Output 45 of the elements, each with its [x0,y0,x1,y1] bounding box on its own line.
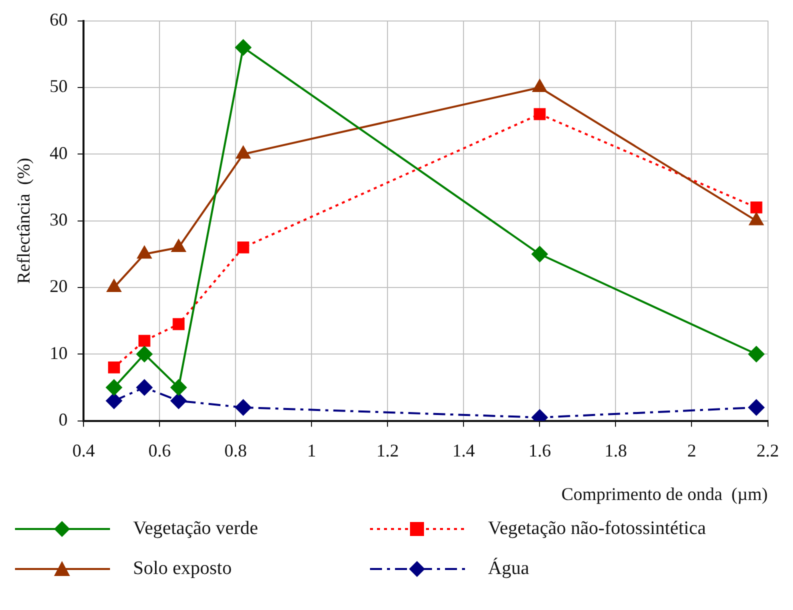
point [532,79,547,92]
x-tick-label: 2.2 [756,440,779,460]
legend-label: Água [488,558,530,580]
point [106,379,122,396]
x-tick-label: 0.6 [148,440,171,460]
point [235,399,252,416]
point [748,399,764,416]
x-tick-label: 1.4 [452,440,475,460]
x-axis-title: Comprimento de onda (µm) [561,484,768,504]
point [236,146,250,159]
point [172,239,186,252]
y-tick-label: 0 [58,410,68,430]
point [172,318,185,330]
y-tick-label: 10 [50,342,68,363]
legend-label: Solo exposto [133,558,232,580]
y-tick-label: 50 [50,76,68,96]
point [170,392,187,409]
y-tick-label: 40 [50,142,68,163]
x-tick-label: 1 [307,440,316,460]
legend-label: Vegetação verde [133,518,258,540]
point [532,246,548,262]
legend-label: Vegetação não-fotossintética [488,518,706,540]
x-tick-label: 1.2 [376,440,399,460]
y-tick-label: 20 [50,276,68,296]
point [534,108,546,120]
point [750,202,762,214]
x-tick-label: 0.4 [72,440,95,460]
y-tick-label: 60 [50,10,68,30]
point [106,392,122,409]
x-tick-label: 0.8 [224,440,247,460]
y-tick-label: 30 [50,210,68,230]
point [748,346,764,362]
point [237,242,250,254]
x-tick-label: 1.8 [604,440,627,460]
point [136,379,152,396]
point [138,334,150,347]
y-axis-title: Reflectância (%) [14,158,34,284]
point [137,246,152,259]
point [108,362,120,374]
point [749,212,764,226]
x-tick-label: 2 [687,440,696,460]
point [136,346,152,362]
x-tick-label: 1.6 [528,440,551,460]
point [235,39,252,56]
point [170,379,187,396]
